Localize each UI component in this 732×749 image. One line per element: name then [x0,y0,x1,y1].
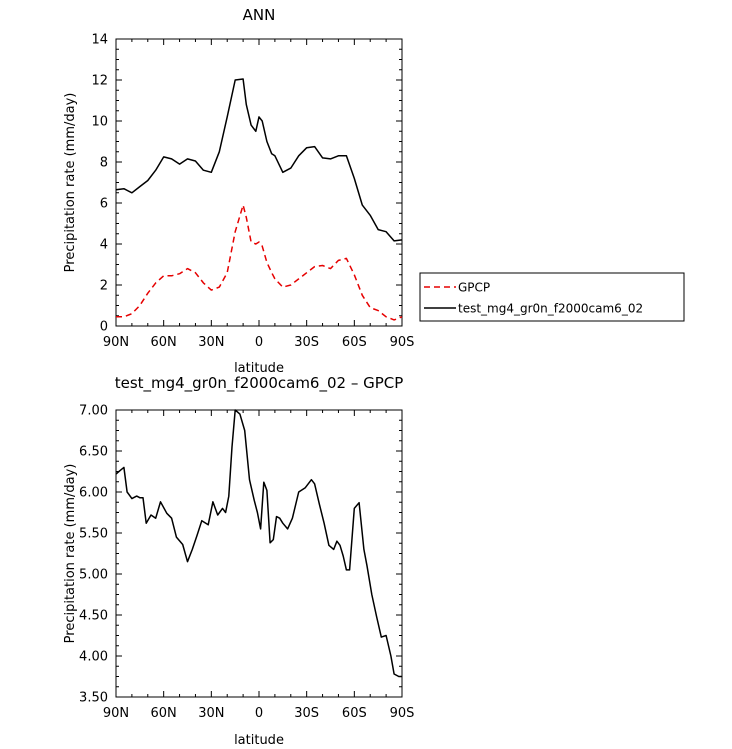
y-tick-label: 5.00 [79,568,108,583]
x-tick-label: 30N [198,335,224,350]
y-tick-label: 5.50 [79,527,108,542]
y-tick-label: 3.50 [79,691,108,706]
y-tick-label: 6 [100,197,108,212]
y-tick-label: 2 [100,279,108,294]
x-tick-label: 90N [103,335,129,350]
x-tick-label: 60N [151,335,177,350]
chart-1: ANN 0 2 4 6 8 10 12 14 90N 60N 30N 0 30S 60S 90S latitud… [63,6,685,376]
x-tick-label: 60N [151,706,177,721]
x-tick-label: 30S [294,706,319,721]
x-axis-label: latitude [234,733,284,748]
y-axis-label: Precipitation rate (mm/day) [63,93,78,273]
chart-title: ANN [243,6,276,24]
y-tick-label: 14 [91,33,108,48]
chart-title: test_mg4_gr0n_f2000cam6_02 – GPCP [115,374,404,393]
legend-box [419,272,685,322]
series-line-difference [115,409,402,678]
series-line-test-mg4-gr0n-f2000cam6-02 [115,78,403,242]
legend-label: test_mg4_gr0n_f2000cam6_02 [458,302,643,316]
y-tick-label: 0 [100,320,108,335]
series-line-gpcp [116,204,403,321]
y-tick-label: 8 [100,156,108,171]
plot-frame [115,38,403,327]
x-axis-label: latitude [234,361,284,376]
y-tick-label: 6.00 [79,486,108,501]
legend: GPCP test_mg4_gr0n_f2000cam6_02 [419,272,685,322]
x-tick-label: 90N [103,706,129,721]
x-tick-label: 30N [198,706,224,721]
y-tick-label: 10 [91,115,108,130]
y-tick-label: 4.00 [79,650,108,665]
y-tick-label: 4 [100,238,108,253]
plot-frame [115,409,403,698]
x-tick-label: 60S [342,335,367,350]
y-axis-label: Precipitation rate (mm/day) [63,464,78,644]
legend-label: GPCP [458,281,490,295]
x-tick-label: 0 [255,335,263,350]
x-tick-label: 90S [390,706,415,721]
chart-2: test_mg4_gr0n_f2000cam6_02 – GPCP 3.50 4.0… [63,374,414,748]
y-tick-label: 7.00 [79,404,108,419]
y-tick-label: 12 [91,74,108,89]
x-tick-label: 90S [390,335,415,350]
x-tick-label: 0 [255,706,263,721]
x-tick-label: 30S [294,335,319,350]
y-tick-label: 4.50 [79,609,108,624]
y-tick-label: 6.50 [79,445,108,460]
x-tick-label: 60S [342,706,367,721]
